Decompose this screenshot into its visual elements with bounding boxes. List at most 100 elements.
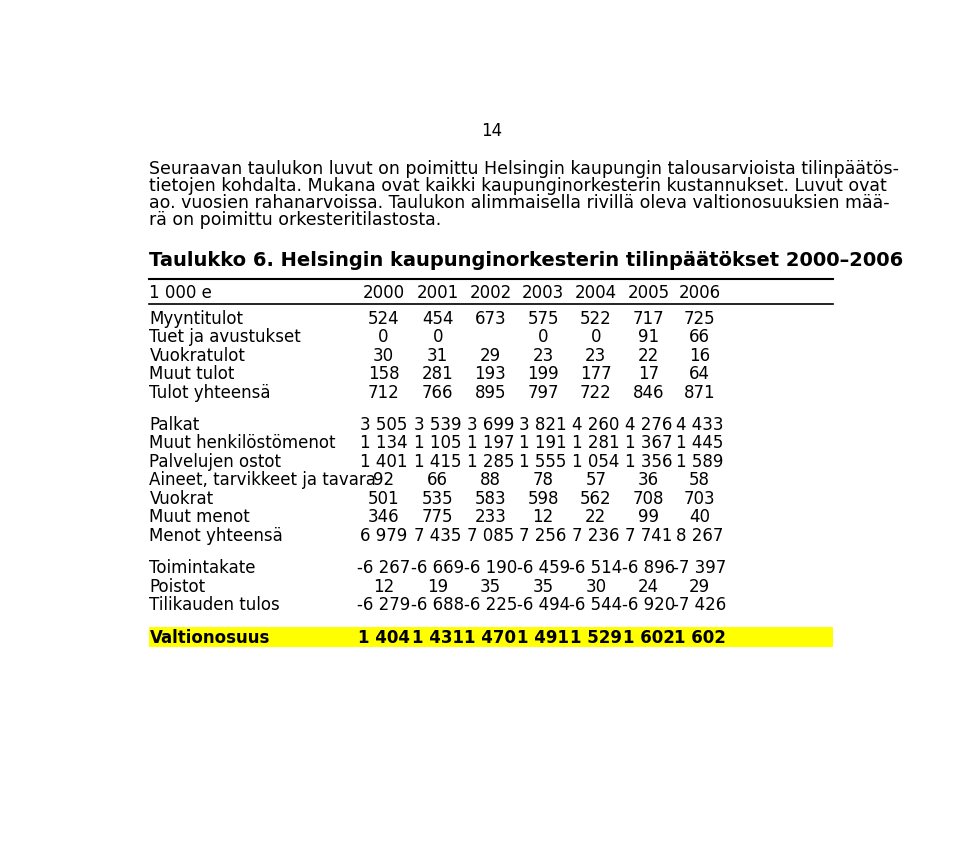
Text: -6 267: -6 267 bbox=[357, 559, 410, 577]
Text: -6 544: -6 544 bbox=[569, 596, 622, 614]
Text: 22: 22 bbox=[638, 346, 660, 365]
Text: 722: 722 bbox=[580, 384, 612, 402]
Text: -6 190: -6 190 bbox=[464, 559, 517, 577]
Text: 1 404: 1 404 bbox=[357, 628, 410, 646]
Text: Aineet, tarvikkeet ja tavara: Aineet, tarvikkeet ja tavara bbox=[150, 471, 376, 489]
Text: 29: 29 bbox=[480, 346, 501, 365]
Text: 1 491: 1 491 bbox=[517, 628, 569, 646]
Text: 0: 0 bbox=[433, 328, 443, 346]
Text: 14: 14 bbox=[481, 122, 503, 140]
Text: 797: 797 bbox=[527, 384, 559, 402]
Text: Myyntitulot: Myyntitulot bbox=[150, 310, 244, 327]
Text: 7 085: 7 085 bbox=[467, 527, 514, 545]
Text: 1 367: 1 367 bbox=[625, 434, 672, 452]
Text: 29: 29 bbox=[689, 578, 710, 596]
Text: 2005: 2005 bbox=[628, 284, 670, 302]
Text: 99: 99 bbox=[638, 509, 660, 527]
Text: 4 260: 4 260 bbox=[572, 416, 619, 434]
Text: 1 281: 1 281 bbox=[572, 434, 619, 452]
Text: Seuraavan taulukon luvut on poimittu Helsingin kaupungin talousarvioista tilinpä: Seuraavan taulukon luvut on poimittu Hel… bbox=[150, 161, 900, 179]
Text: 1 602: 1 602 bbox=[623, 628, 675, 646]
Text: 23: 23 bbox=[533, 346, 554, 365]
Text: 281: 281 bbox=[421, 365, 454, 383]
Text: Tulot yhteensä: Tulot yhteensä bbox=[150, 384, 271, 402]
Text: 598: 598 bbox=[527, 490, 559, 508]
Text: 703: 703 bbox=[684, 490, 715, 508]
Text: -6 459: -6 459 bbox=[516, 559, 569, 577]
Text: rä on poimittu orkesteritilastosta.: rä on poimittu orkesteritilastosta. bbox=[150, 211, 442, 229]
Text: 1 431: 1 431 bbox=[412, 628, 464, 646]
Text: 1 602: 1 602 bbox=[674, 628, 726, 646]
Text: 1 054: 1 054 bbox=[572, 453, 619, 471]
Text: 673: 673 bbox=[474, 310, 506, 327]
Text: Vuokratulot: Vuokratulot bbox=[150, 346, 246, 365]
Text: 775: 775 bbox=[422, 509, 453, 527]
Text: 6 979: 6 979 bbox=[360, 527, 407, 545]
Text: 4 433: 4 433 bbox=[676, 416, 724, 434]
Text: 0: 0 bbox=[378, 328, 389, 346]
Text: 3 699: 3 699 bbox=[467, 416, 515, 434]
Text: tietojen kohdalta. Mukana ovat kaikki kaupunginorkesterin kustannukset. Luvut ov: tietojen kohdalta. Mukana ovat kaikki ka… bbox=[150, 177, 887, 195]
Text: 1 445: 1 445 bbox=[676, 434, 724, 452]
Text: 535: 535 bbox=[422, 490, 453, 508]
Text: 24: 24 bbox=[638, 578, 660, 596]
Text: 36: 36 bbox=[638, 471, 660, 489]
Text: 91: 91 bbox=[638, 328, 660, 346]
Text: 40: 40 bbox=[689, 509, 710, 527]
Text: 1 415: 1 415 bbox=[414, 453, 462, 471]
Text: 177: 177 bbox=[580, 365, 612, 383]
Text: 2002: 2002 bbox=[469, 284, 512, 302]
Text: 1 197: 1 197 bbox=[467, 434, 515, 452]
Text: 2001: 2001 bbox=[417, 284, 459, 302]
Text: 35: 35 bbox=[480, 578, 501, 596]
Text: 346: 346 bbox=[368, 509, 399, 527]
Text: 1 470: 1 470 bbox=[465, 628, 516, 646]
Text: 725: 725 bbox=[684, 310, 715, 327]
Text: 199: 199 bbox=[527, 365, 559, 383]
Text: Vuokrat: Vuokrat bbox=[150, 490, 213, 508]
Text: 2000: 2000 bbox=[363, 284, 404, 302]
Text: 66: 66 bbox=[427, 471, 448, 489]
Bar bbox=[150, 627, 833, 647]
Text: 158: 158 bbox=[368, 365, 399, 383]
Text: 3 505: 3 505 bbox=[360, 416, 407, 434]
Text: 19: 19 bbox=[427, 578, 448, 596]
Text: 1 285: 1 285 bbox=[467, 453, 515, 471]
Text: 16: 16 bbox=[689, 346, 710, 365]
Text: 7 256: 7 256 bbox=[519, 527, 566, 545]
Text: Valtionosuus: Valtionosuus bbox=[150, 628, 270, 646]
Text: 575: 575 bbox=[527, 310, 559, 327]
Text: 57: 57 bbox=[586, 471, 607, 489]
Text: 233: 233 bbox=[474, 509, 506, 527]
Text: Muut henkilöstömenot: Muut henkilöstömenot bbox=[150, 434, 336, 452]
Text: 1 105: 1 105 bbox=[414, 434, 462, 452]
Text: 7 435: 7 435 bbox=[414, 527, 462, 545]
Text: Muut menot: Muut menot bbox=[150, 509, 251, 527]
Text: 4 276: 4 276 bbox=[625, 416, 672, 434]
Text: 35: 35 bbox=[533, 578, 554, 596]
Text: -6 494: -6 494 bbox=[516, 596, 569, 614]
Text: -7 397: -7 397 bbox=[673, 559, 727, 577]
Text: -6 920: -6 920 bbox=[622, 596, 675, 614]
Text: 1 000 e: 1 000 e bbox=[150, 284, 212, 302]
Text: 895: 895 bbox=[474, 384, 506, 402]
Text: 30: 30 bbox=[586, 578, 607, 596]
Text: 1 191: 1 191 bbox=[519, 434, 567, 452]
Text: 524: 524 bbox=[368, 310, 399, 327]
Text: 58: 58 bbox=[689, 471, 710, 489]
Text: 66: 66 bbox=[689, 328, 710, 346]
Text: -6 669: -6 669 bbox=[411, 559, 465, 577]
Text: 2003: 2003 bbox=[522, 284, 564, 302]
Text: 1 134: 1 134 bbox=[360, 434, 407, 452]
Text: 7 741: 7 741 bbox=[625, 527, 672, 545]
Text: 12: 12 bbox=[372, 578, 395, 596]
Text: 12: 12 bbox=[533, 509, 554, 527]
Text: -6 279: -6 279 bbox=[357, 596, 410, 614]
Text: 708: 708 bbox=[633, 490, 664, 508]
Text: 92: 92 bbox=[372, 471, 394, 489]
Text: 17: 17 bbox=[638, 365, 660, 383]
Text: 3 539: 3 539 bbox=[414, 416, 462, 434]
Text: 22: 22 bbox=[586, 509, 607, 527]
Text: -6 225: -6 225 bbox=[464, 596, 517, 614]
Text: 846: 846 bbox=[633, 384, 664, 402]
